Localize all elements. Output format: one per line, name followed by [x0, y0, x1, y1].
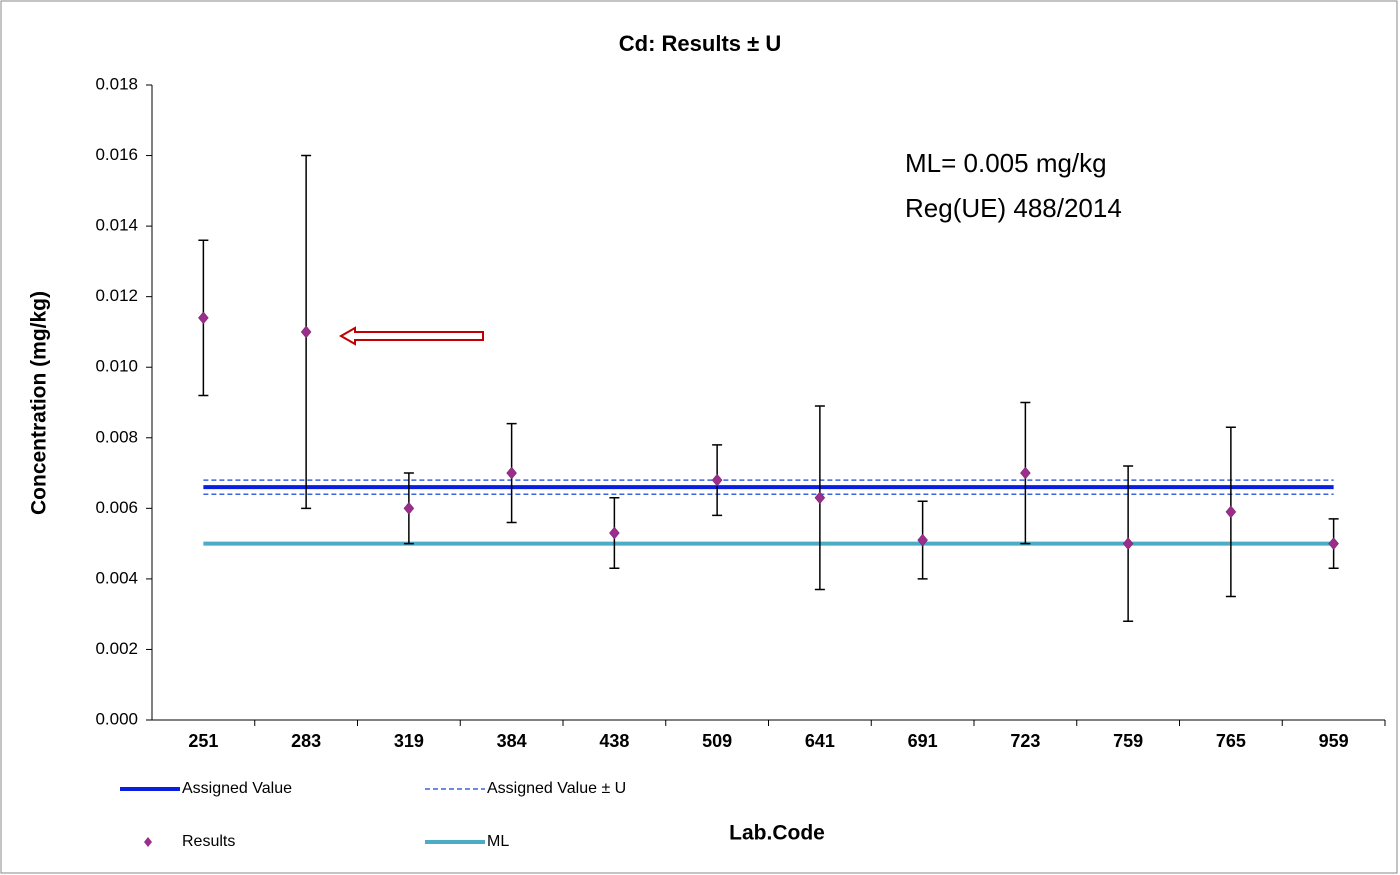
x-tick-label: 438	[599, 731, 629, 751]
result-point	[814, 491, 826, 505]
result-point	[1020, 466, 1031, 480]
legend-label: Results	[182, 833, 235, 850]
y-tick-label: 0.012	[95, 286, 138, 305]
x-tick-label: 691	[908, 731, 938, 751]
y-tick-label: 0.018	[95, 74, 138, 93]
y-tick-label: 0.008	[95, 427, 138, 446]
result-point	[917, 533, 928, 547]
x-tick-label: 723	[1010, 731, 1040, 751]
x-tick-label: 283	[291, 731, 321, 751]
result-point	[609, 526, 620, 540]
result-point	[300, 325, 312, 339]
x-tick-label: 319	[394, 731, 424, 751]
y-tick-label: 0.006	[95, 498, 138, 517]
legend-label: ML	[487, 833, 509, 850]
x-tick-label: 765	[1216, 731, 1246, 751]
x-tick-label: 959	[1319, 731, 1349, 751]
y-tick-label: 0.010	[95, 357, 138, 376]
y-tick-label: 0.002	[95, 639, 138, 658]
result-point	[506, 466, 517, 480]
result-point	[1328, 537, 1339, 551]
result-point	[198, 311, 209, 325]
x-axis-label: Lab.Code	[729, 822, 825, 845]
y-tick-label: 0.016	[95, 145, 138, 164]
legend-swatch	[144, 837, 152, 847]
result-point	[403, 501, 415, 515]
arrow	[338, 326, 484, 346]
y-axis-label: Concentration (mg/kg)	[28, 291, 51, 515]
result-point	[1225, 505, 1237, 519]
x-tick-label: 641	[805, 731, 835, 751]
annotation: ML= 0.005 mg/kg	[905, 148, 1107, 178]
result-point	[711, 473, 723, 487]
chart-title: Cd: Results ± U	[619, 31, 781, 56]
x-tick-label: 759	[1113, 731, 1143, 751]
annotation: Reg(UE) 488/2014	[905, 193, 1122, 223]
y-tick-label: 0.000	[95, 709, 138, 728]
y-tick-label: 0.014	[95, 216, 138, 235]
x-tick-label: 509	[702, 731, 732, 751]
legend-label: Assigned Value	[182, 780, 292, 797]
x-tick-label: 384	[497, 731, 527, 751]
x-tick-label: 251	[188, 731, 218, 751]
y-tick-label: 0.004	[95, 568, 138, 587]
legend-label: Assigned Value ± U	[487, 780, 626, 797]
result-point	[1122, 537, 1134, 551]
